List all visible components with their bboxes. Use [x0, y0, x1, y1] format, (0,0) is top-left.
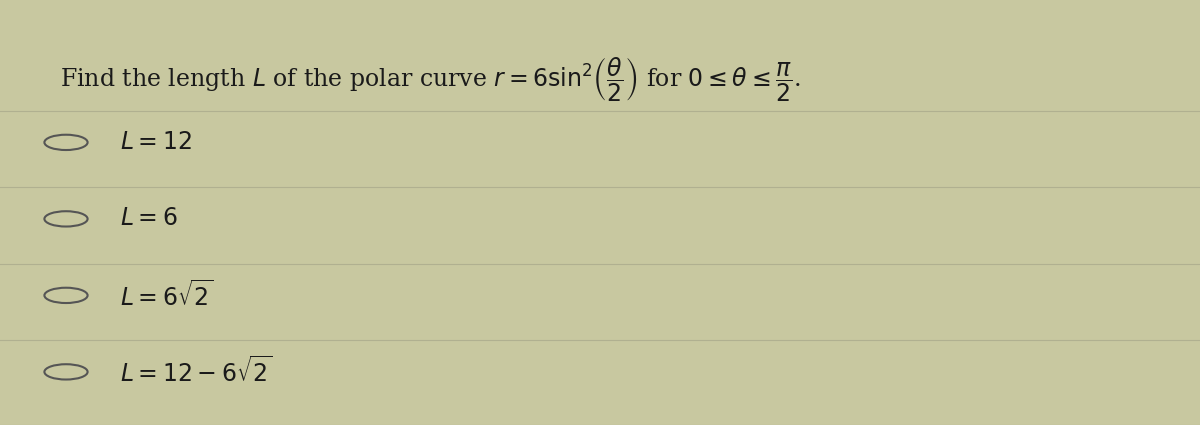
- Text: $L = 12 - 6\sqrt{2}$: $L = 12 - 6\sqrt{2}$: [120, 357, 272, 387]
- Text: $L = 12$: $L = 12$: [120, 131, 192, 154]
- Text: Find the length $\mathit{L}$ of the polar curve $r = 6\sin^2\!\left(\dfrac{\thet: Find the length $\mathit{L}$ of the pola…: [60, 55, 800, 104]
- Text: $L = 6\sqrt{2}$: $L = 6\sqrt{2}$: [120, 280, 214, 311]
- Text: $L = 6$: $L = 6$: [120, 207, 178, 230]
